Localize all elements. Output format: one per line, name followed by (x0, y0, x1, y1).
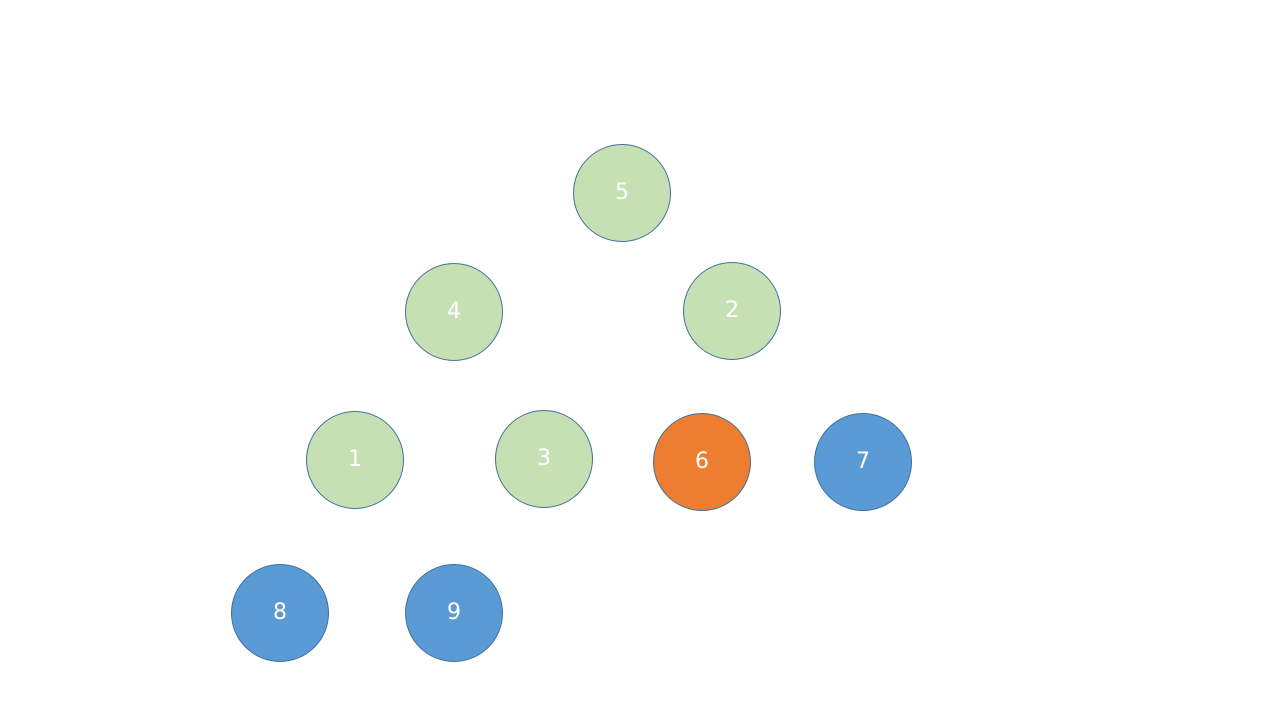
node-6: 6 (653, 413, 751, 511)
node-4: 4 (405, 263, 503, 361)
node-2-label: 2 (725, 298, 739, 323)
node-7-label: 7 (856, 449, 870, 474)
node-1-label: 1 (348, 447, 362, 472)
node-9-label: 9 (447, 600, 461, 625)
node-5: 5 (573, 144, 671, 242)
node-1: 1 (306, 411, 404, 509)
node-6-label: 6 (695, 449, 709, 474)
node-3-label: 3 (537, 446, 551, 471)
node-7: 7 (814, 413, 912, 511)
node-3: 3 (495, 410, 593, 508)
node-4-label: 4 (447, 299, 461, 324)
node-2: 2 (683, 262, 781, 360)
node-9: 9 (405, 564, 503, 662)
node-8-label: 8 (273, 600, 287, 625)
node-8: 8 (231, 564, 329, 662)
node-5-label: 5 (615, 180, 629, 205)
